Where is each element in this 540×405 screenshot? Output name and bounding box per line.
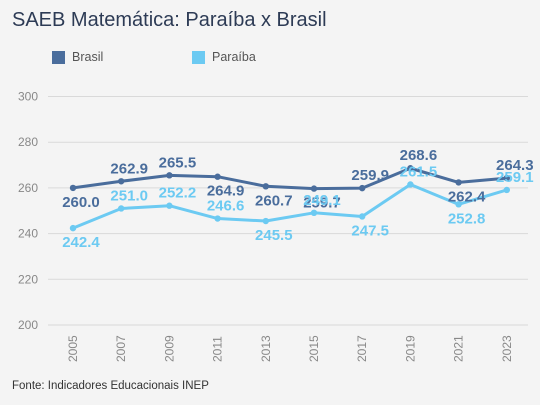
- legend-label-brasil: Brasil: [72, 50, 104, 64]
- data-label-paraiba: 249.1: [303, 192, 341, 209]
- data-point-paraiba: [118, 205, 125, 212]
- data-label-brasil: 262.9: [110, 160, 148, 177]
- data-point-brasil: [407, 165, 414, 172]
- data-point-paraiba: [262, 217, 269, 225]
- data-label-brasil: 259.9: [351, 167, 389, 184]
- x-tick-label: 2005: [66, 335, 80, 362]
- y-tick-label: 200: [18, 318, 38, 332]
- data-label-brasil: 260.0: [62, 194, 100, 211]
- data-label-brasil: 259.7: [303, 195, 341, 212]
- x-tick-label: 2009: [162, 335, 176, 362]
- data-point-paraiba: [166, 202, 173, 209]
- data-point-paraiba: [69, 224, 77, 232]
- y-tick-label: 240: [18, 227, 38, 241]
- data-point-brasil: [69, 184, 77, 192]
- data-point-paraiba: [310, 209, 318, 217]
- data-point-paraiba: [503, 186, 510, 194]
- data-label-paraiba: 252.2: [159, 185, 197, 202]
- data-label-paraiba: 261.5: [400, 163, 438, 180]
- data-label-paraiba: 245.5: [255, 227, 293, 244]
- data-label-brasil: 260.7: [255, 192, 293, 209]
- data-label-brasil: 268.6: [400, 147, 438, 164]
- x-tick-label: 2019: [403, 335, 417, 362]
- x-tick-label: 2011: [211, 336, 225, 362]
- data-label-paraiba: 246.6: [207, 198, 245, 215]
- data-point-paraiba: [214, 215, 221, 222]
- data-label-brasil: 262.4: [448, 188, 486, 205]
- data-point-brasil: [214, 173, 221, 180]
- x-tick-label: 2015: [307, 335, 321, 362]
- data-label-paraiba: 259.1: [496, 169, 534, 186]
- legend-label-paraiba: Paraíba: [212, 50, 256, 64]
- data-label-paraiba: 247.5: [351, 222, 389, 239]
- x-tick-label: 2007: [114, 335, 128, 362]
- y-tick-label: 260: [18, 181, 38, 195]
- data-point-brasil: [262, 183, 269, 190]
- x-tick-label: 2021: [452, 335, 466, 362]
- legend-swatch-brasil: [52, 50, 65, 64]
- data-point-brasil: [118, 178, 125, 185]
- chart-title: SAEB Matemática: Paraíba x Brasil: [12, 9, 327, 31]
- data-point-brasil: [359, 184, 366, 192]
- data-label-paraiba: 252.8: [448, 210, 486, 227]
- y-tick-label: 300: [18, 90, 38, 104]
- x-tick-label: 2017: [355, 335, 369, 362]
- data-point-brasil: [166, 172, 173, 179]
- data-label-paraiba: 251.0: [110, 187, 148, 204]
- y-tick-label: 220: [18, 272, 38, 286]
- data-point-paraiba: [359, 213, 366, 220]
- x-tick-label: 2023: [500, 335, 514, 362]
- series-line-brasil: [71, 166, 509, 191]
- legend-item-paraiba[interactable]: Paraíba: [192, 50, 256, 64]
- data-point-brasil: [310, 185, 318, 192]
- data-label-brasil: 264.9: [207, 183, 245, 200]
- legend-item-brasil[interactable]: Brasil: [52, 50, 103, 64]
- data-point-brasil: [455, 179, 462, 186]
- legend-swatch-paraiba: [192, 50, 205, 64]
- x-tick-label: 2013: [259, 335, 273, 362]
- data-label-brasil: 265.5: [159, 154, 197, 171]
- data-point-brasil: [503, 174, 510, 182]
- source-note: Fonte: Indicadores Educacionais INEP: [12, 380, 209, 392]
- data-point-paraiba: [407, 181, 414, 188]
- y-tick-label: 280: [18, 135, 38, 149]
- data-label-brasil: 264.3: [496, 157, 534, 174]
- data-point-paraiba: [455, 201, 462, 208]
- data-label-paraiba: 242.4: [62, 234, 100, 251]
- series-line-paraiba: [71, 182, 509, 230]
